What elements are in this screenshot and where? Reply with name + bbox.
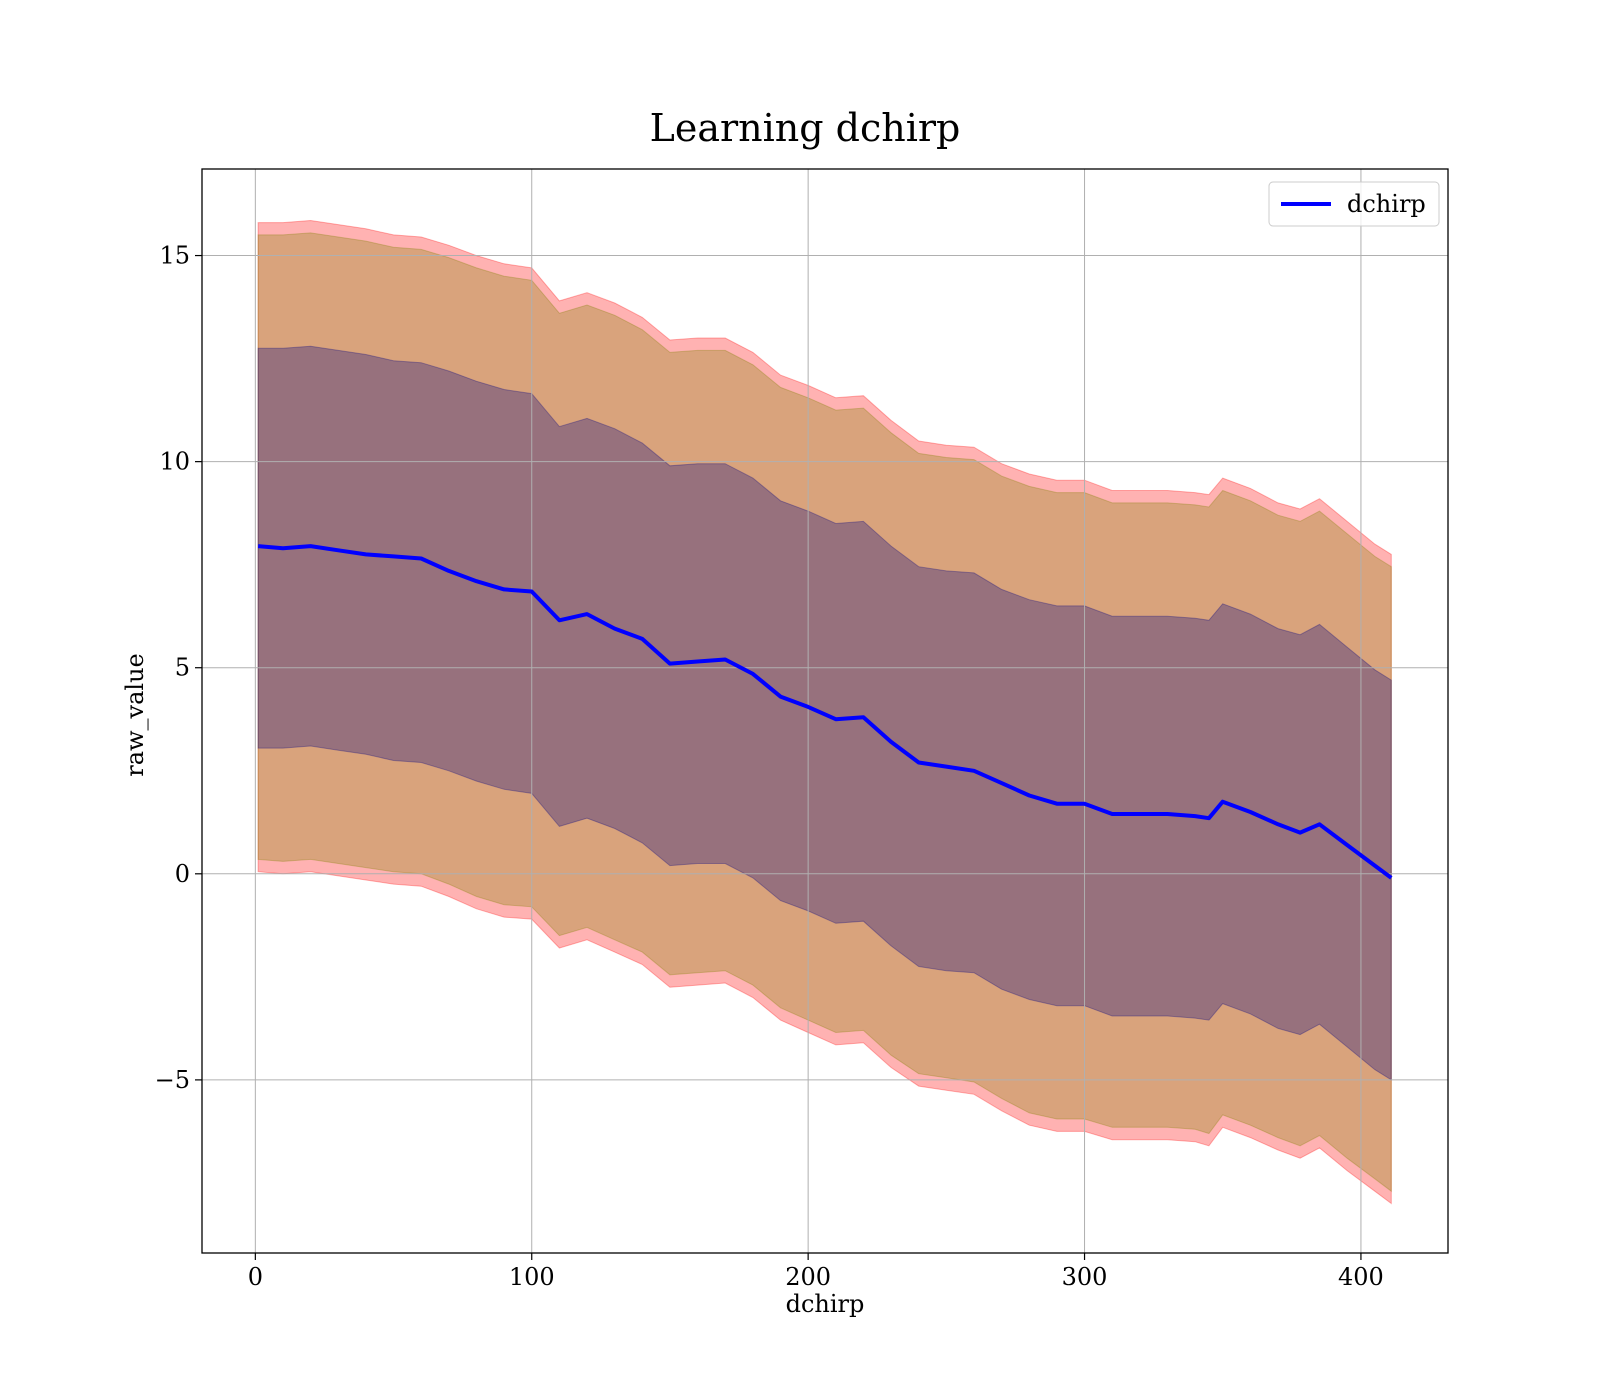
x-tick-label: 300 (1062, 1263, 1108, 1291)
legend-label: dchirp (1347, 190, 1426, 218)
confidence-band-1 (257, 232, 1392, 1193)
y-tick-label: 5 (175, 654, 190, 682)
y-axis-label: raw_value (121, 653, 149, 777)
y-tick-label: 0 (175, 860, 190, 888)
y-tick-label: 10 (159, 448, 190, 476)
confidence-band-0 (257, 219, 1392, 1205)
plot-area: 0 100 200 300 400 −5 0 5 10 15 dchirp (155, 168, 1449, 1291)
x-tick-label: 200 (785, 1263, 831, 1291)
chart-title: Learning dchirp (650, 106, 961, 150)
y-tick-label: 15 (159, 242, 190, 270)
legend-box (1268, 181, 1440, 227)
y-tick-label: −5 (155, 1066, 190, 1094)
x-tick-label: 0 (248, 1263, 263, 1291)
x-tick-label: 400 (1338, 1263, 1384, 1291)
plot-frame (201, 168, 1449, 1254)
x-axis-label: dchirp (786, 1290, 865, 1318)
x-tick-label: 100 (509, 1263, 555, 1291)
legend: dchirp (1268, 181, 1440, 227)
series-line-dchirp (257, 544, 1393, 880)
